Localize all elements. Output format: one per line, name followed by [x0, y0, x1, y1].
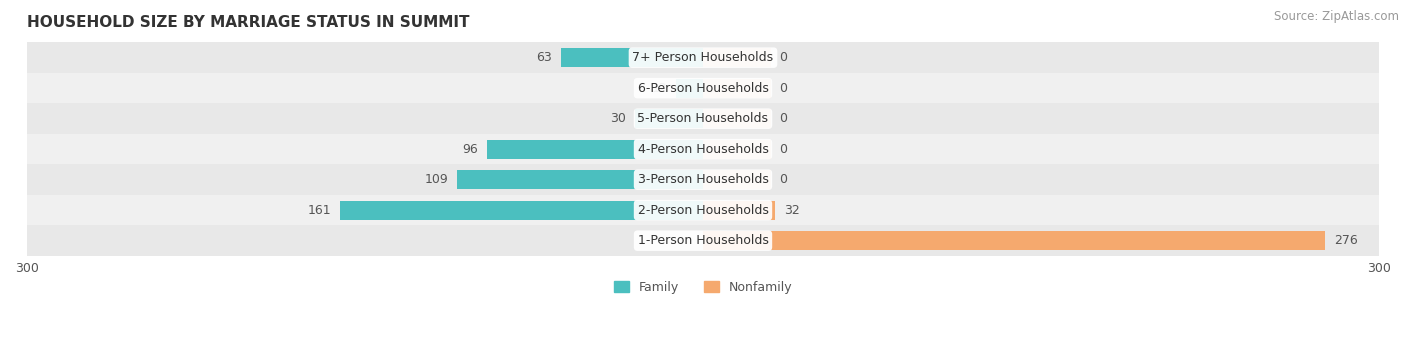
Text: 96: 96	[463, 143, 478, 155]
Bar	[703, 201, 775, 220]
Text: 0: 0	[779, 112, 787, 125]
Bar	[27, 195, 1379, 225]
Text: 5-Person Households: 5-Person Households	[637, 112, 769, 125]
Text: 6-Person Households: 6-Person Households	[637, 81, 769, 95]
Text: 0: 0	[779, 51, 787, 64]
Bar	[636, 109, 703, 128]
Bar	[27, 134, 1379, 164]
Bar	[703, 48, 770, 67]
Text: 2-Person Households: 2-Person Households	[637, 204, 769, 217]
Bar	[27, 103, 1379, 134]
Text: 161: 161	[308, 204, 332, 217]
Text: 12: 12	[651, 81, 666, 95]
Text: 63: 63	[536, 51, 553, 64]
Bar	[703, 140, 770, 159]
Text: 7+ Person Households: 7+ Person Households	[633, 51, 773, 64]
Text: 30: 30	[610, 112, 627, 125]
Bar	[27, 42, 1379, 73]
Text: 0: 0	[779, 81, 787, 95]
Bar	[703, 170, 770, 189]
Text: 276: 276	[1334, 234, 1358, 247]
Text: 4-Person Households: 4-Person Households	[637, 143, 769, 155]
Text: Source: ZipAtlas.com: Source: ZipAtlas.com	[1274, 10, 1399, 23]
Bar	[457, 170, 703, 189]
Text: HOUSEHOLD SIZE BY MARRIAGE STATUS IN SUMMIT: HOUSEHOLD SIZE BY MARRIAGE STATUS IN SUM…	[27, 15, 470, 30]
Text: 0: 0	[779, 173, 787, 186]
Bar	[676, 79, 703, 98]
Bar	[27, 225, 1379, 256]
Text: 1-Person Households: 1-Person Households	[637, 234, 769, 247]
Legend: Family, Nonfamily: Family, Nonfamily	[609, 276, 797, 299]
Text: 3-Person Households: 3-Person Households	[637, 173, 769, 186]
Bar	[340, 201, 703, 220]
Bar	[486, 140, 703, 159]
Text: 109: 109	[425, 173, 449, 186]
Bar	[703, 79, 770, 98]
Bar	[561, 48, 703, 67]
Text: 0: 0	[779, 143, 787, 155]
Bar	[27, 73, 1379, 103]
Text: 32: 32	[785, 204, 800, 217]
Bar	[27, 164, 1379, 195]
Bar	[703, 109, 770, 128]
Bar	[703, 231, 1324, 250]
